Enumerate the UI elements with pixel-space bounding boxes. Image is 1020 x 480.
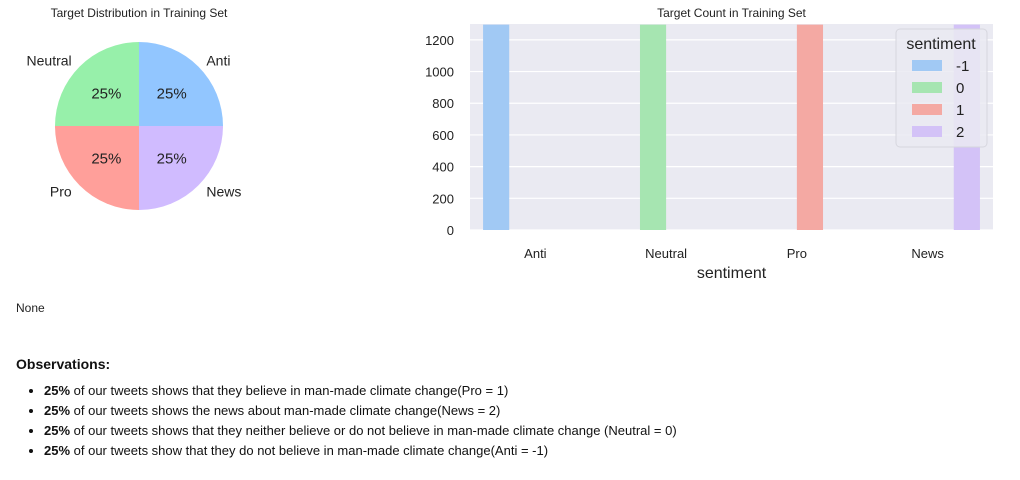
observation-item: 25% of our tweets shows that they neithe… xyxy=(44,421,677,441)
bar-x-tick-label: Pro xyxy=(787,246,807,261)
bar-rect xyxy=(483,24,510,230)
observation-item: 25% of our tweets shows that they believ… xyxy=(44,381,677,401)
observation-text: of our tweets shows the news about man-m… xyxy=(70,403,501,418)
observation-pct: 25% xyxy=(44,423,71,438)
observation-item: 25% of our tweets shows the news about m… xyxy=(44,401,677,421)
output-none-text: None xyxy=(16,301,45,315)
bar-y-tick-label: 200 xyxy=(432,191,454,206)
pie-value-label: 25% xyxy=(91,151,121,168)
bar-y-tick-label: 600 xyxy=(432,128,454,143)
bar-y-tick-label: 1200 xyxy=(425,33,454,48)
bar-y-tick-label: 0 xyxy=(447,223,454,238)
legend-swatch xyxy=(912,82,942,93)
observations-title: Observations: xyxy=(16,356,111,372)
pie-category-label: Neutral xyxy=(27,53,72,69)
pie-value-label: 25% xyxy=(157,151,187,168)
observation-pct: 25% xyxy=(44,383,71,398)
bar-x-tick-label: Anti xyxy=(524,246,547,261)
bar-x-tick-label: News xyxy=(911,246,944,261)
observation-pct: 25% xyxy=(44,403,71,418)
observation-text: of our tweets shows that they neither be… xyxy=(70,423,677,438)
pie-slice xyxy=(139,126,223,210)
bar-x-tick-label: Neutral xyxy=(645,246,687,261)
pie-category-label: Pro xyxy=(50,183,72,199)
bar-legend: sentiment -1 0 1 2 xyxy=(895,28,988,148)
legend-label: 2 xyxy=(956,124,964,141)
bar-rect xyxy=(796,24,824,230)
observation-text: of our tweets shows that they believe in… xyxy=(70,383,509,398)
pie-category-label: News xyxy=(206,183,241,199)
pie-value-label: 25% xyxy=(157,85,187,102)
observation-text: of our tweets show that they do not beli… xyxy=(70,443,549,458)
bar-y-tick-label: 1000 xyxy=(425,65,454,80)
bar-x-axis-label: sentiment xyxy=(697,265,767,282)
observation-pct: 25% xyxy=(44,443,71,458)
bar-chart: Target Count in Training Set 0 200 400 600 80… xyxy=(425,6,993,282)
pie-category-label: Anti xyxy=(206,53,230,69)
legend-label: 1 xyxy=(956,102,964,119)
pie-slice xyxy=(55,42,139,126)
observation-item: 25% of our tweets show that they do not … xyxy=(44,441,677,461)
pie-value-label: 25% xyxy=(91,85,121,102)
legend-swatch xyxy=(912,60,942,71)
legend-title: sentiment xyxy=(906,36,976,53)
legend-swatch xyxy=(912,104,942,115)
pie-title: Target Distribution in Training Set xyxy=(51,6,228,20)
legend-label: -1 xyxy=(956,58,969,75)
bar-y-tick-label: 800 xyxy=(432,96,454,111)
charts-area: Target Distribution in Training Set 25% An… xyxy=(27,6,993,282)
pie-slice xyxy=(139,42,223,126)
observations-list: 25% of our tweets shows that they believ… xyxy=(16,381,677,461)
bar-y-tick-label: 400 xyxy=(432,160,454,175)
pie-chart: Target Distribution in Training Set 25% An… xyxy=(27,6,241,210)
bar-title: Target Count in Training Set xyxy=(657,6,806,20)
legend-swatch xyxy=(912,126,942,137)
legend-label: 0 xyxy=(956,80,964,97)
bar-rect xyxy=(639,24,667,230)
pie-slice xyxy=(55,126,139,210)
